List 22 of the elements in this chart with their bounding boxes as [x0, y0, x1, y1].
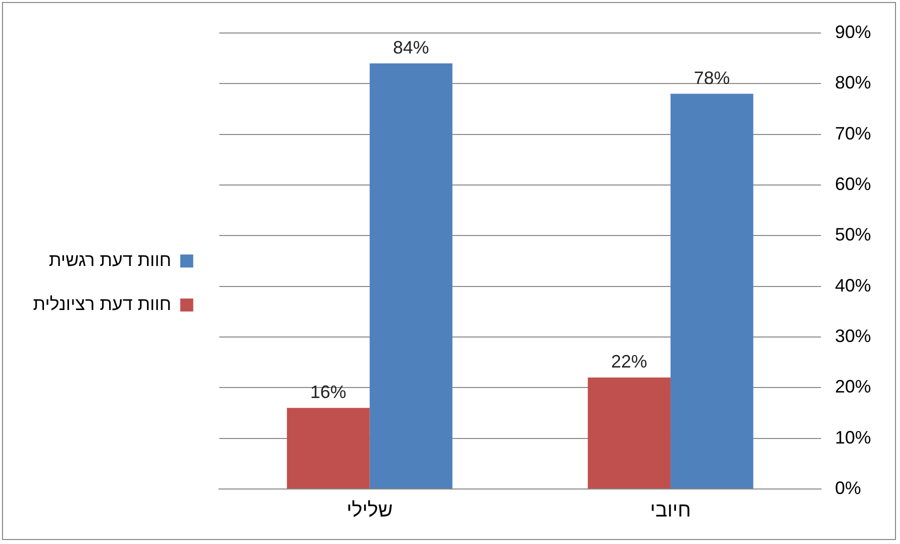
y-tick-label: 60% [834, 174, 872, 194]
x-tick-label: חיובי [650, 500, 691, 522]
x-tick-label: שלילי [346, 500, 393, 522]
y-tick-label: 10% [834, 427, 872, 448]
y-tick-label: 30% [834, 326, 872, 346]
data-label: 16% [310, 382, 346, 402]
y-tick-label: 50% [834, 224, 872, 245]
y-tick-label: 0% [834, 478, 861, 498]
y-tick-label: 20% [834, 376, 872, 397]
bar [286, 408, 370, 488]
y-tick-label: 80% [834, 72, 872, 93]
legend-label: חוות דעת רגשית [48, 250, 172, 270]
data-label: 22% [611, 352, 648, 372]
bar [370, 63, 452, 488]
data-label: 84% [393, 37, 430, 58]
y-tick-label: 90% [834, 22, 872, 42]
data-label: 78% [694, 68, 730, 88]
legend-label: חוות דעת רציונלית [33, 294, 172, 314]
y-tick-label: 40% [834, 275, 872, 296]
bar [588, 378, 671, 488]
bar [670, 94, 754, 488]
y-tick-label: 70% [834, 123, 872, 144]
